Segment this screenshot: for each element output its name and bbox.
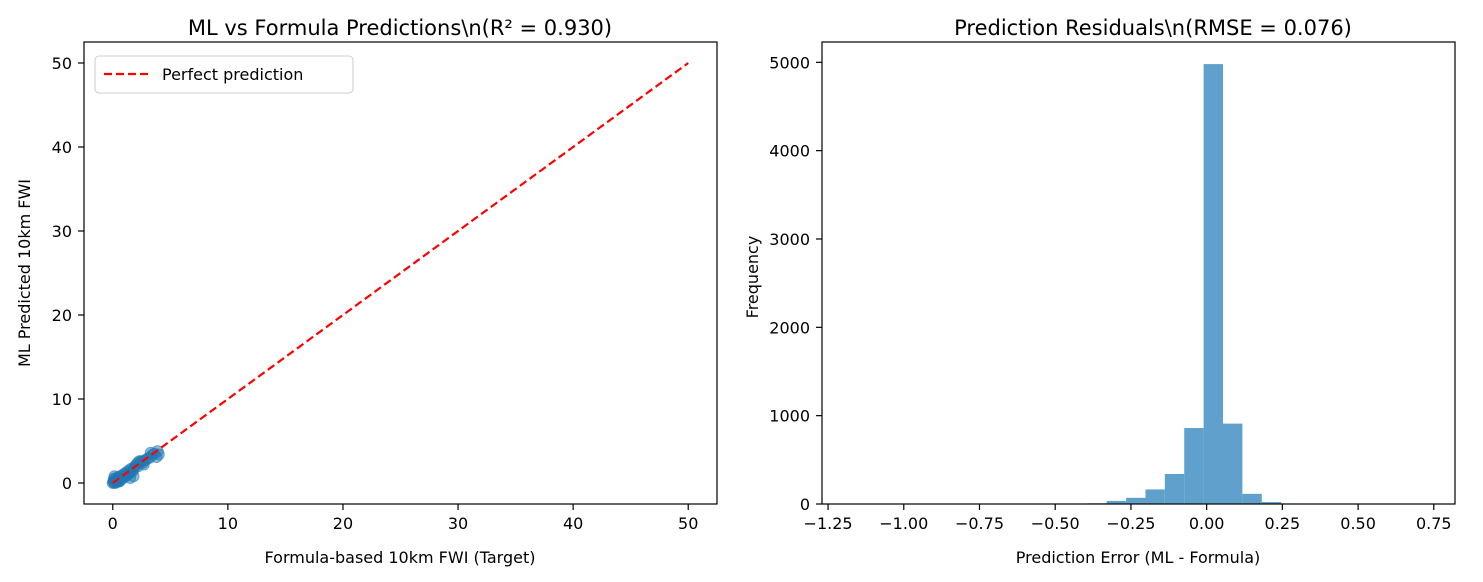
- x-tick-label: 0: [108, 514, 118, 533]
- histogram-bar: [1242, 493, 1262, 504]
- histogram-bar: [1145, 489, 1165, 504]
- y-tick-label: 3000: [769, 230, 810, 249]
- histogram-x-ticks: −1.25 −1.00 −0.75 −0.50 −0.25 0.00 0.25 0.50 0.7…: [804, 504, 1452, 533]
- histogram-chart: Prediction Residuals\n(RMSE = 0.076) −1.…: [743, 16, 1456, 567]
- x-tick-label: 0.25: [1265, 514, 1301, 533]
- x-tick-label: −0.50: [1031, 514, 1080, 533]
- x-tick-label: 30: [448, 514, 468, 533]
- histogram-y-ticks: 0 1000 2000 3000 4000 5000: [769, 53, 822, 514]
- y-tick-label: 40: [52, 138, 72, 157]
- scatter-x-axis-label: Formula-based 10km FWI (Target): [265, 548, 536, 567]
- x-tick-label: 0.00: [1189, 514, 1225, 533]
- legend-label: Perfect prediction: [162, 65, 303, 84]
- scatter-plot-area: [83, 41, 718, 505]
- y-tick-label: 30: [52, 222, 72, 241]
- scatter-point: [127, 470, 140, 483]
- x-tick-label: 40: [563, 514, 583, 533]
- histogram-bar: [1126, 497, 1146, 504]
- scatter-chart: ML vs Formula Predictions\n(R² = 0.930) …: [15, 16, 718, 567]
- histogram-chart-title: Prediction Residuals\n(RMSE = 0.076): [954, 16, 1352, 40]
- histogram-bar: [1203, 64, 1224, 504]
- x-tick-label: −0.25: [1106, 514, 1155, 533]
- perfect-prediction-line-layer: [112, 62, 689, 484]
- scatter-x-ticks: 0 10 20 30 40 50: [108, 504, 698, 533]
- x-tick-label: −0.75: [955, 514, 1004, 533]
- x-tick-label: 0.50: [1340, 514, 1376, 533]
- histogram-plot-area: [821, 41, 1456, 505]
- legend-box: [94, 55, 354, 94]
- histogram-y-axis-label: Frequency: [743, 236, 762, 319]
- y-tick-label: 1000: [769, 407, 810, 426]
- scatter-points-layer: [106, 445, 165, 489]
- histogram-bar: [1223, 423, 1243, 504]
- y-tick-label: 2000: [769, 318, 810, 337]
- scatter-y-axis-label: ML Predicted 10km FWI: [15, 179, 34, 367]
- y-tick-label: 20: [52, 306, 72, 325]
- histogram-bars-layer: [835, 64, 1456, 504]
- y-tick-label: 4000: [769, 142, 810, 161]
- y-tick-label: 0: [800, 495, 810, 514]
- x-tick-label: −1.25: [804, 514, 853, 533]
- scatter-chart-title: ML vs Formula Predictions\n(R² = 0.930): [188, 16, 612, 40]
- perfect-prediction-line: [112, 62, 689, 484]
- x-tick-label: 10: [218, 514, 238, 533]
- y-tick-label: 5000: [769, 53, 810, 72]
- x-tick-label: 50: [678, 514, 698, 533]
- scatter-legend: Perfect prediction: [94, 55, 354, 94]
- histogram-x-axis-label: Prediction Error (ML - Formula): [1016, 548, 1261, 567]
- scatter-y-ticks: 0 10 20 30 40 50: [52, 54, 84, 493]
- histogram-bar: [1184, 428, 1204, 504]
- histogram-bar: [1106, 500, 1127, 504]
- histogram-bar: [1261, 502, 1282, 504]
- y-tick-label: 10: [52, 390, 72, 409]
- x-tick-label: 20: [333, 514, 353, 533]
- histogram-bar: [1164, 473, 1185, 504]
- y-tick-label: 0: [62, 474, 72, 493]
- x-tick-label: 0.75: [1416, 514, 1452, 533]
- y-tick-label: 50: [52, 54, 72, 73]
- x-tick-label: −1.00: [879, 514, 928, 533]
